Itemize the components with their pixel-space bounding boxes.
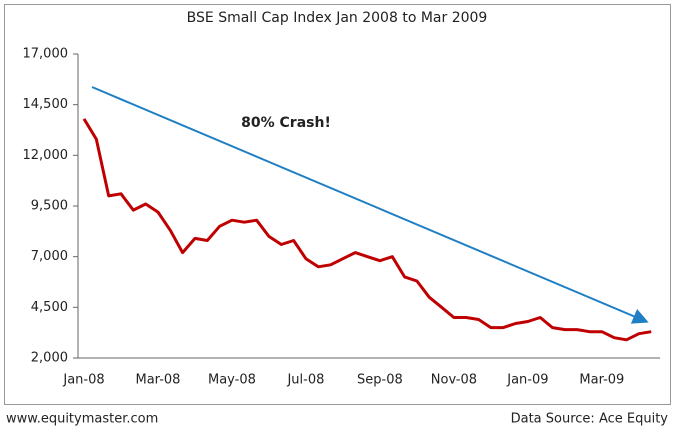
chart-title: BSE Small Cap Index Jan 2008 to Mar 2009 — [187, 10, 488, 26]
trend-arrow — [91, 86, 649, 324]
y-tick-label: 17,000 — [23, 47, 69, 62]
x-tick-label: May-08 — [208, 373, 256, 388]
x-tick-label: Mar-09 — [579, 373, 624, 388]
x-tick-label: Jan-08 — [62, 373, 104, 388]
x-tick-label: Jan-09 — [506, 373, 548, 388]
y-tick-label: 14,500 — [23, 97, 69, 112]
chart-border — [4, 4, 671, 405]
annotation: 80% Crash! — [241, 115, 331, 131]
y-tick-label: 7,000 — [31, 249, 68, 264]
y-tick-label: 9,500 — [31, 199, 68, 214]
x-tick-label: Jul-08 — [286, 373, 324, 388]
website: www.equitymaster.com — [6, 412, 158, 427]
y-tick-label: 2,000 — [31, 351, 68, 366]
source: Data Source: Ace Equity — [511, 412, 669, 427]
x-tick-label: Mar-08 — [136, 373, 181, 388]
x-tick-label: Nov-08 — [431, 373, 477, 388]
line-series — [82, 118, 652, 342]
y-tick-label: 4,500 — [31, 300, 68, 315]
y-tick-label: 12,000 — [23, 148, 69, 163]
x-tick-label: Sep-08 — [357, 373, 403, 388]
